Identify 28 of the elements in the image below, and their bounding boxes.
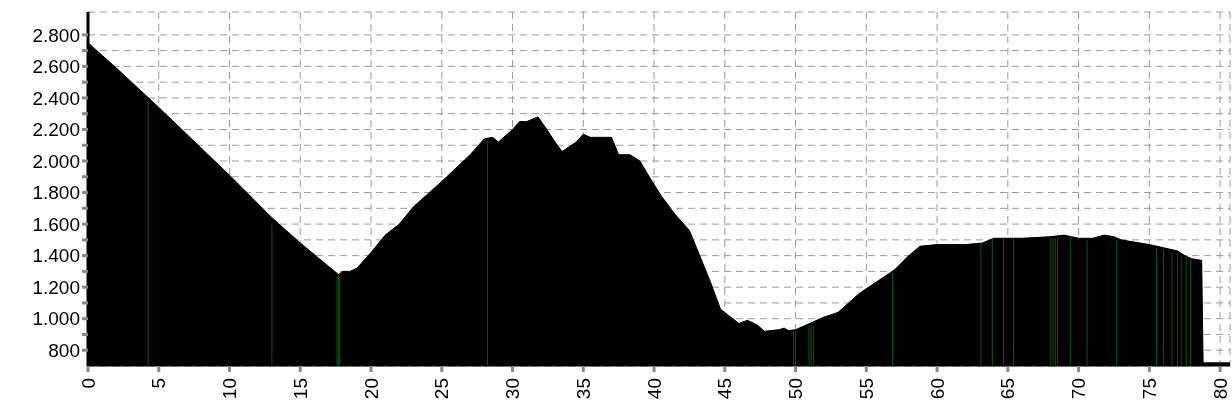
y-tick-label: 1.400 [32, 245, 80, 267]
y-tick-label: 1.600 [32, 213, 80, 235]
x-tick-label: 80 [1209, 378, 1231, 400]
y-tick-label: 2.000 [32, 150, 80, 172]
x-tick-label: 55 [855, 378, 877, 400]
x-tick-label: 20 [360, 378, 382, 400]
x-tick-label: 65 [997, 378, 1019, 400]
x-tick-label: 15 [289, 378, 311, 400]
x-tick-label: 35 [572, 378, 594, 400]
y-tick-label: 1.800 [32, 182, 80, 204]
x-tick-label: 45 [714, 378, 736, 400]
y-tick-label: 2.800 [32, 24, 80, 46]
y-tick-label: 2.600 [32, 56, 80, 78]
y-tick-label: 2.200 [32, 119, 80, 141]
x-tick-label: 70 [1068, 378, 1090, 400]
x-tick-label: 0 [77, 378, 99, 389]
y-tick-label: 800 [48, 339, 80, 361]
x-tick-label: 10 [219, 378, 241, 400]
x-tick-label: 5 [148, 378, 170, 389]
x-tick-label: 40 [643, 378, 665, 400]
x-tick-label: 75 [1138, 378, 1160, 400]
x-tick-label: 60 [926, 378, 948, 400]
x-tick-label: 25 [431, 378, 453, 400]
y-tick-label: 1.200 [32, 276, 80, 298]
x-tick-label: 50 [785, 378, 807, 400]
x-tick-label: 30 [502, 378, 524, 400]
y-tick-label: 1.000 [32, 308, 80, 330]
y-tick-label: 2.400 [32, 87, 80, 109]
